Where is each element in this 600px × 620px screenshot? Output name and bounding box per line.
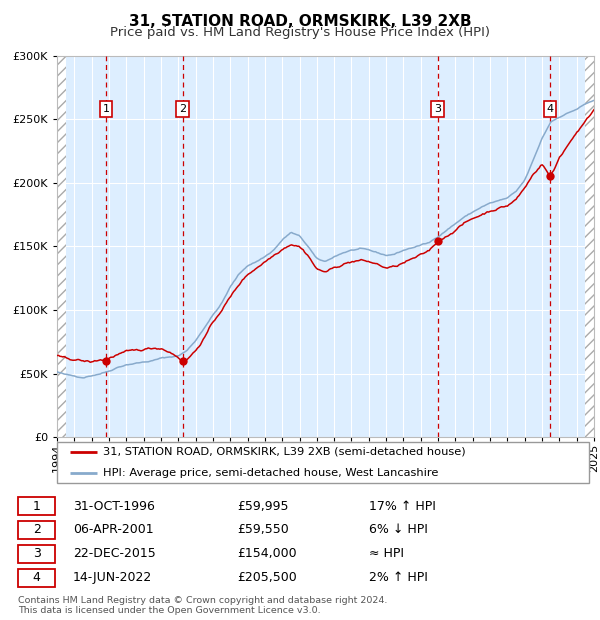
Text: ≈ HPI: ≈ HPI [370, 547, 404, 560]
Text: 1: 1 [33, 500, 41, 513]
Text: 1: 1 [103, 104, 110, 114]
Text: 3: 3 [33, 547, 41, 560]
Text: 14-JUN-2022: 14-JUN-2022 [73, 571, 152, 584]
Text: 2% ↑ HPI: 2% ↑ HPI [370, 571, 428, 584]
Bar [57, 56, 65, 437]
Text: 2: 2 [33, 523, 41, 536]
Text: £59,995: £59,995 [237, 500, 289, 513]
Text: Price paid vs. HM Land Registry's House Price Index (HPI): Price paid vs. HM Land Registry's House … [110, 26, 490, 39]
Text: 2: 2 [179, 104, 187, 114]
FancyBboxPatch shape [18, 497, 55, 515]
Text: Contains HM Land Registry data © Crown copyright and database right 2024.
This d: Contains HM Land Registry data © Crown c… [18, 596, 388, 615]
Text: 06-APR-2001: 06-APR-2001 [73, 523, 154, 536]
Text: 31, STATION ROAD, ORMSKIRK, L39 2XB: 31, STATION ROAD, ORMSKIRK, L39 2XB [128, 14, 472, 29]
Text: 31, STATION ROAD, ORMSKIRK, L39 2XB (semi-detached house): 31, STATION ROAD, ORMSKIRK, L39 2XB (sem… [103, 447, 465, 457]
Text: 17% ↑ HPI: 17% ↑ HPI [370, 500, 436, 513]
FancyBboxPatch shape [57, 442, 589, 483]
Text: 31-OCT-1996: 31-OCT-1996 [73, 500, 155, 513]
Text: 6% ↓ HPI: 6% ↓ HPI [370, 523, 428, 536]
Text: 4: 4 [546, 104, 553, 114]
Text: 22-DEC-2015: 22-DEC-2015 [73, 547, 155, 560]
Text: 3: 3 [434, 104, 441, 114]
Text: £205,500: £205,500 [237, 571, 296, 584]
Text: £154,000: £154,000 [237, 547, 296, 560]
FancyBboxPatch shape [18, 569, 55, 587]
Text: £59,550: £59,550 [237, 523, 289, 536]
Text: HPI: Average price, semi-detached house, West Lancashire: HPI: Average price, semi-detached house,… [103, 468, 438, 478]
Bar [586, 56, 594, 437]
FancyBboxPatch shape [18, 521, 55, 539]
Text: 4: 4 [33, 571, 41, 584]
FancyBboxPatch shape [18, 545, 55, 563]
